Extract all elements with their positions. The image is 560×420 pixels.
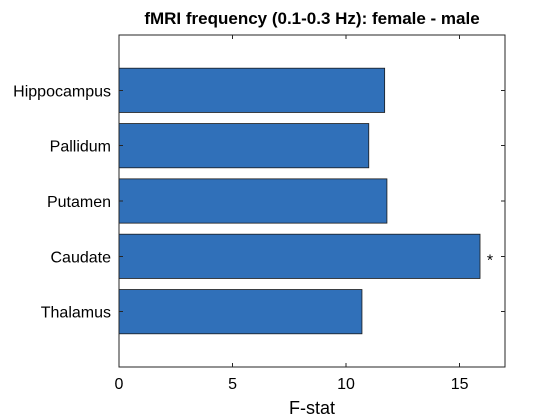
labels-layer: Thalamus Caudate * Putamen Pallidum Hippocamp… <box>13 83 493 393</box>
bar-thalamus <box>118 289 363 335</box>
x-tick-label: 5 <box>228 376 237 393</box>
significance-marker: * <box>487 252 493 269</box>
x-axis-label: F-stat <box>289 398 335 418</box>
category-label-caudate: Caudate <box>51 249 112 266</box>
x-tick-label: 10 <box>337 376 355 393</box>
bar-caudate <box>118 233 481 279</box>
axes-box <box>118 34 506 368</box>
category-label-thalamus: Thalamus <box>41 305 111 322</box>
category-label-hippocampus: Hippocampus <box>13 83 111 100</box>
bar-putamen <box>118 178 388 224</box>
category-label-putamen: Putamen <box>47 194 111 211</box>
category-label-pallidum: Pallidum <box>50 139 111 156</box>
bar-hippocampus <box>118 67 386 113</box>
x-tick-label: 0 <box>115 376 124 393</box>
axes-layer <box>118 34 506 368</box>
chart-title: fMRI frequency (0.1-0.3 Hz): female - ma… <box>144 9 479 28</box>
bars-layer <box>118 67 481 335</box>
bar-pallidum <box>118 123 370 169</box>
x-tick-label: 15 <box>451 376 469 393</box>
